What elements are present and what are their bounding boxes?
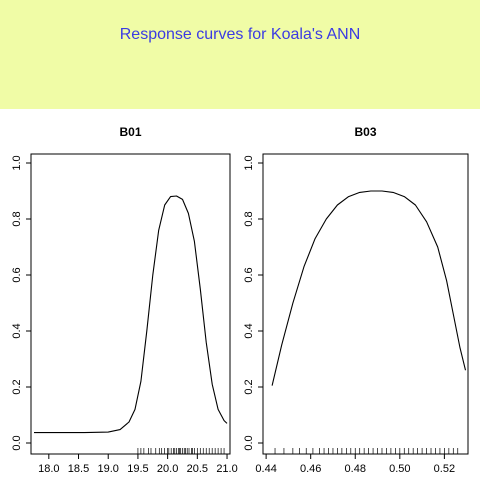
x-tick-label: 21.0: [216, 463, 237, 475]
y-tick-label: 0.0: [243, 435, 255, 450]
y-tick-label: 0.8: [11, 211, 23, 226]
y-tick-label: 0.2: [243, 379, 255, 394]
plot-b01: B01 0.0 0.2 0.4 0.6 0.8 1.0 18.0 18.5 19.0 19.5 20.…: [11, 125, 238, 475]
x-tick-label: 20.5: [187, 463, 208, 475]
x-tick-label: 19.0: [98, 463, 119, 475]
y-tick-label: 1.0: [11, 155, 23, 170]
plot-title: B03: [354, 125, 376, 139]
y-tick-label: 1.0: [243, 155, 255, 170]
x-tick-label: 0.46: [300, 463, 321, 475]
banner-title: Response curves for Koala's ANN: [119, 26, 361, 43]
x-tick-label: 18.5: [68, 463, 89, 475]
y-tick-label: 0.0: [11, 435, 23, 450]
plot-b03: B03 0.0 0.2 0.4 0.6 0.8 1.0 0.44 0.46 0.48 0.50 0.5…: [243, 125, 469, 475]
x-tick-label: 0.48: [345, 463, 366, 475]
title-banner: Response curves for Koala's ANN: [0, 0, 480, 109]
y-tick-label: 0.6: [243, 267, 255, 282]
response-curve: [271, 190, 467, 386]
x-tick-label: 0.44: [255, 463, 276, 475]
x-tick-label: 19.5: [127, 463, 148, 475]
plot-frame: [262, 153, 469, 455]
y-tick-label: 0.4: [11, 323, 23, 338]
y-tick-label: 0.4: [243, 323, 255, 338]
plot-title: B01: [119, 125, 141, 139]
y-tick-label: 0.8: [243, 211, 255, 226]
response-curve: [34, 195, 228, 434]
y-tick-label: 0.6: [11, 267, 23, 282]
x-tick-label: 18.0: [38, 463, 59, 475]
x-tick-label: 0.50: [389, 463, 410, 475]
y-tick-label: 0.2: [11, 379, 23, 394]
x-tick-label: 20.0: [157, 463, 178, 475]
x-tick-label: 0.52: [434, 463, 455, 475]
plot-frame: [30, 153, 231, 455]
